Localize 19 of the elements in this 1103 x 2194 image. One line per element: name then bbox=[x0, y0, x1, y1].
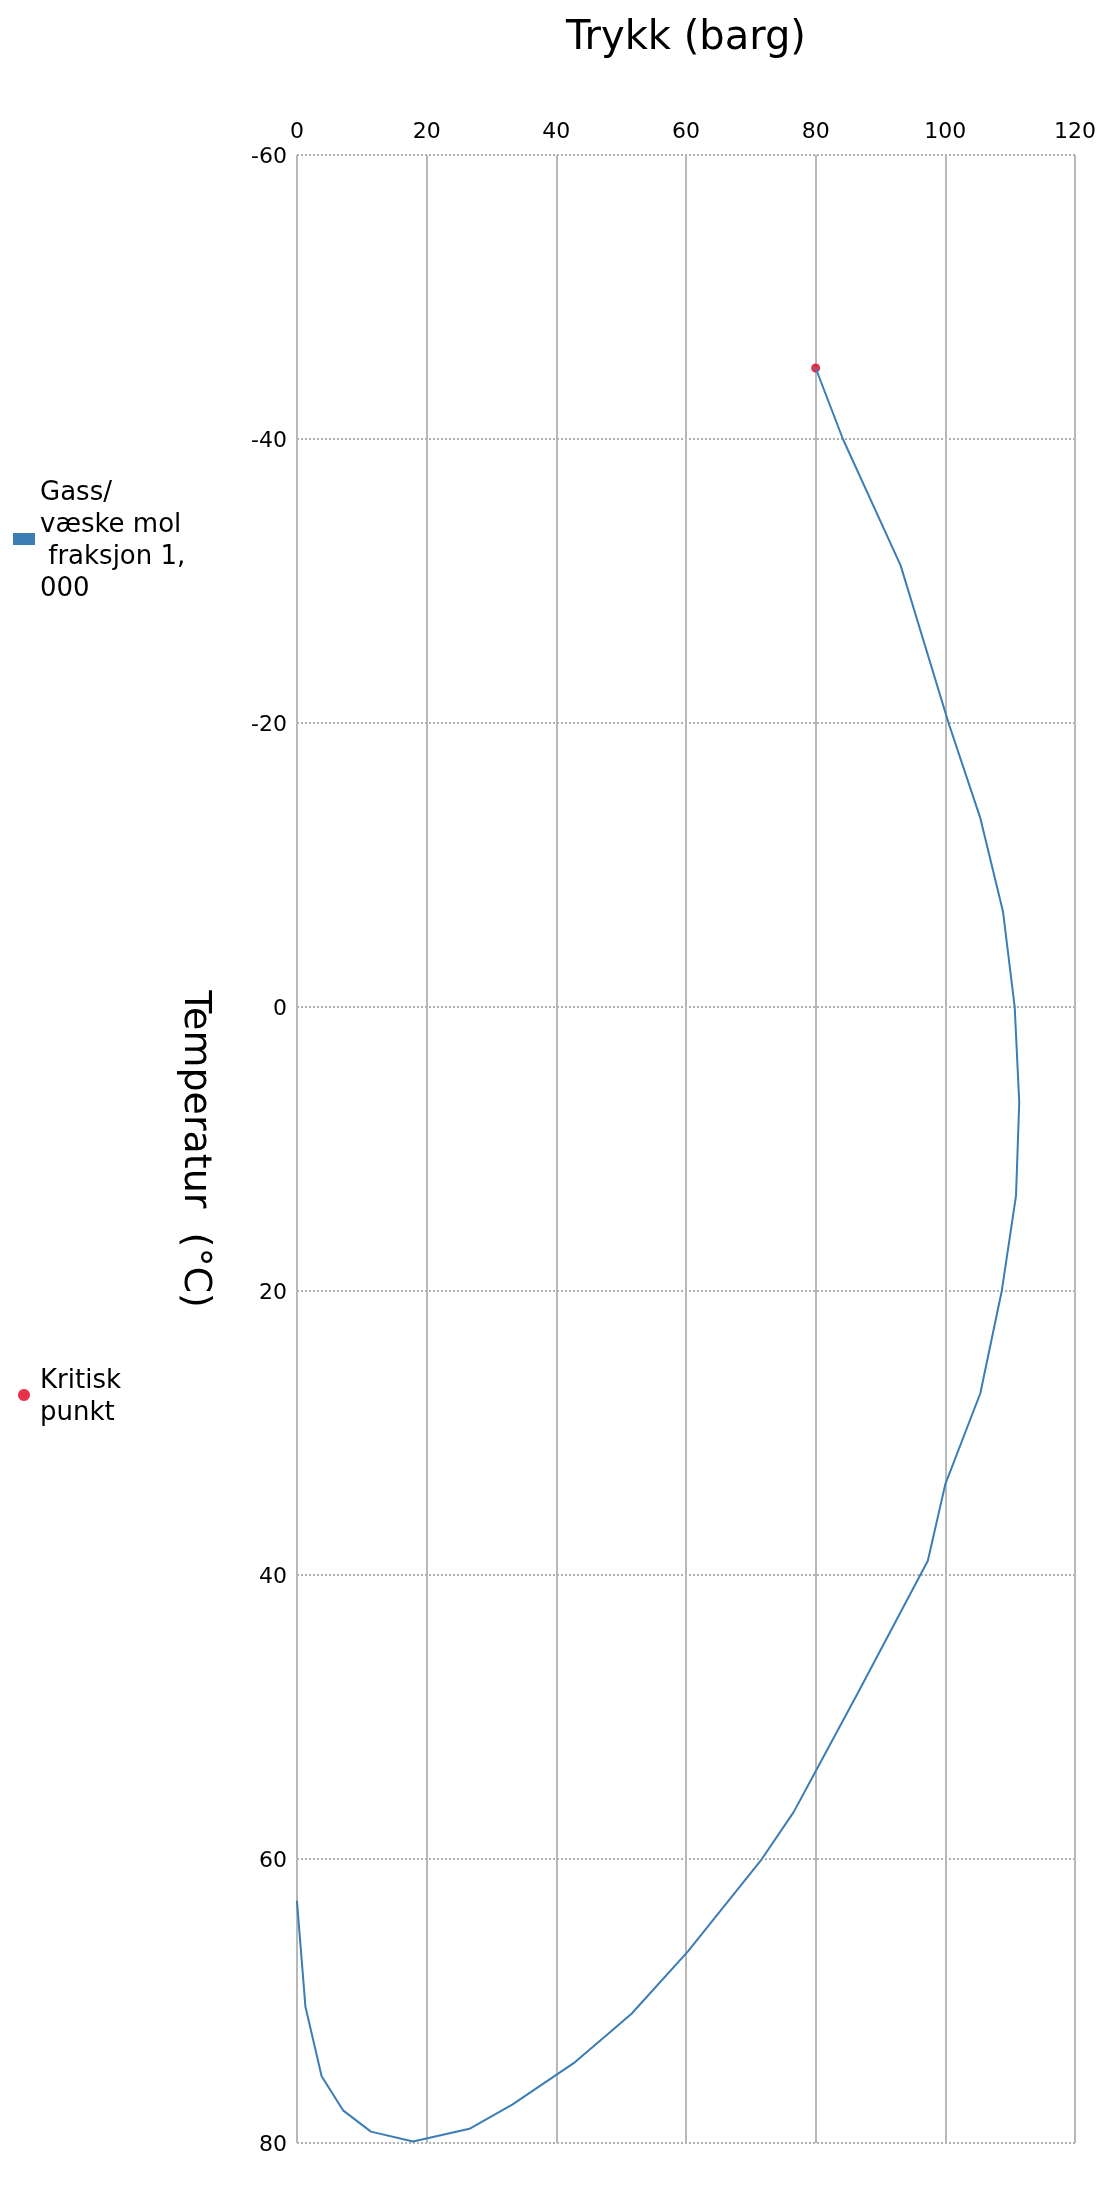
y-tick-label: 60 bbox=[259, 1846, 287, 1872]
x-tick-label: 60 bbox=[672, 117, 700, 143]
x-tick-label: 0 bbox=[290, 117, 304, 143]
x-tick-label: 100 bbox=[924, 117, 967, 143]
y-tick-label: 80 bbox=[259, 2130, 287, 2156]
x-axis-title: Trykk (barg) bbox=[565, 12, 806, 58]
legend-label: Kritisk punkt bbox=[40, 1364, 130, 1426]
x-tick-label: 40 bbox=[542, 117, 571, 143]
y-tick-label: 40 bbox=[259, 1562, 287, 1588]
x-tick-label: 80 bbox=[801, 117, 830, 143]
y-tick-label: 0 bbox=[273, 994, 287, 1020]
y-tick-label: 20 bbox=[259, 1278, 287, 1304]
y-tick-label: -20 bbox=[251, 710, 287, 736]
legend-label: Gass/væske mol fraksjon 1,000 bbox=[40, 476, 186, 602]
x-tick-label: 120 bbox=[1054, 117, 1096, 143]
y-tick-label: -60 bbox=[251, 142, 287, 168]
y-tick-label: -40 bbox=[251, 426, 287, 452]
x-tick-label: 20 bbox=[412, 117, 441, 143]
y-axis-title: Temperatur (°C) bbox=[176, 989, 220, 1308]
